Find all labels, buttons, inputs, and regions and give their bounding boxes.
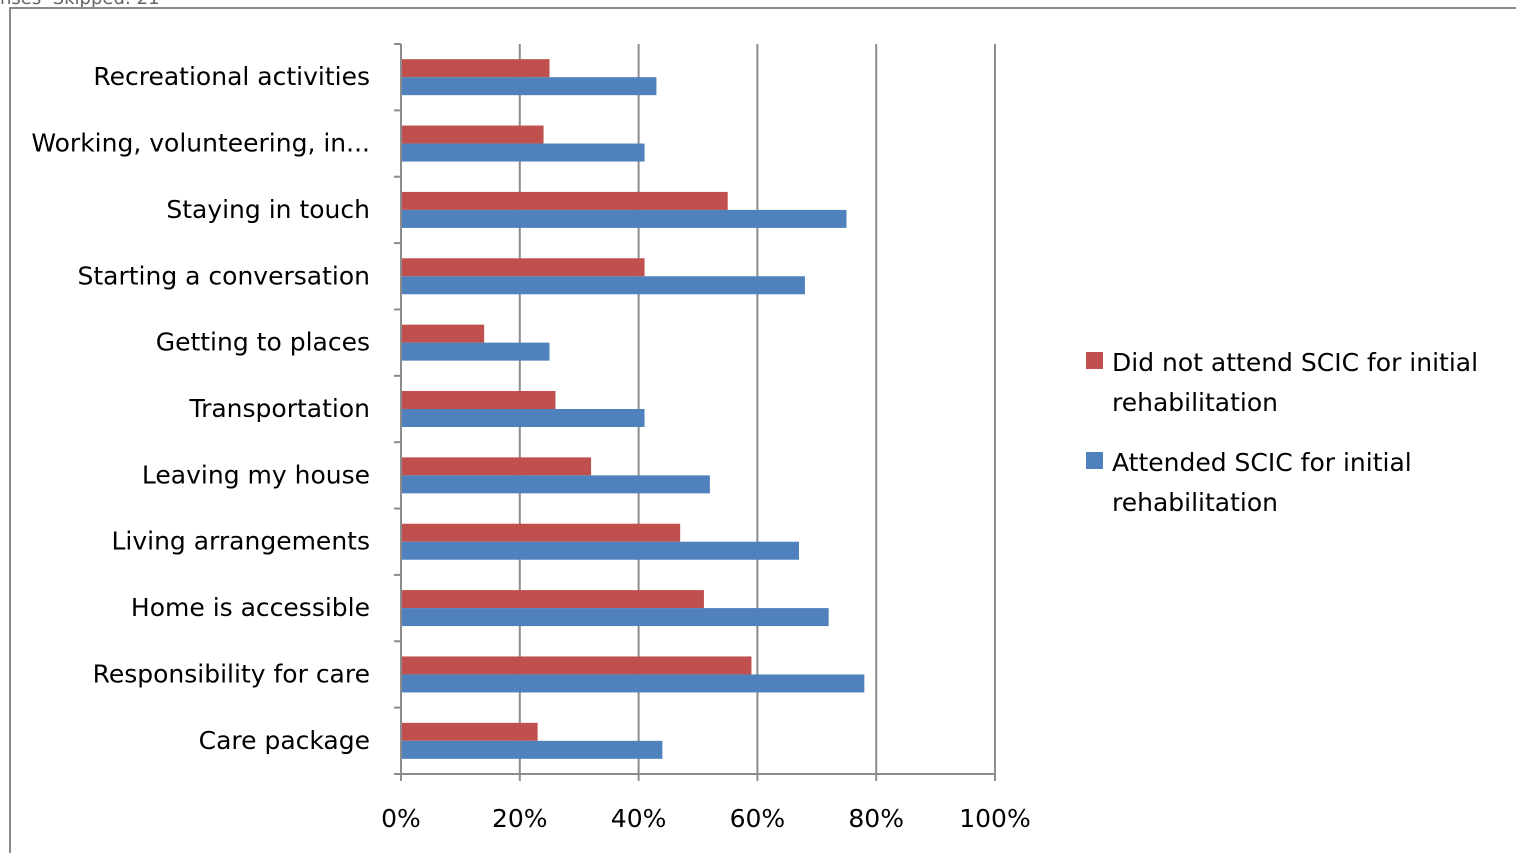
category-label: Care package [199,726,370,755]
bar-did-not-attend [401,59,550,78]
category-label: Leaving my house [142,460,370,489]
legend-swatch-did-not-attend [1086,352,1103,369]
category-label: Transportation [188,394,370,423]
x-tick-label: 0% [381,804,421,833]
category-label: Home is accessible [131,593,370,622]
bar-attended [401,77,657,96]
bar-attended [401,475,710,494]
bar-did-not-attend [401,258,645,277]
legend-swatch-attended [1086,452,1103,469]
bar-attended [401,740,663,759]
category-label: Living arrangements [111,527,370,556]
bar-did-not-attend [401,125,544,144]
bar-did-not-attend [401,391,556,409]
x-tick-label: 20% [492,804,548,833]
legend-label: Attended SCIC for initial [1112,448,1412,477]
bar-attended [401,342,550,361]
bar-attended [401,143,645,162]
legend-label: rehabilitation [1112,488,1278,517]
legend-label: Did not attend SCIC for initial [1112,348,1478,377]
bar-did-not-attend [401,324,485,343]
bar-attended [401,541,799,560]
bar-attended [401,409,645,427]
x-tick-label: 60% [730,804,786,833]
bar-did-not-attend [401,191,728,210]
bar-did-not-attend [401,457,592,476]
category-label: Working, volunteering, in... [31,129,370,158]
category-label: Getting to places [156,328,370,357]
bar-attended [401,608,829,627]
x-tick-label: 100% [959,804,1030,833]
bar-did-not-attend [401,656,752,675]
legend-label: rehabilitation [1112,388,1278,417]
bar-attended [401,276,805,295]
category-label: Responsibility for care [93,659,370,688]
bar-attended [401,209,847,228]
chart-frame [9,7,1516,853]
category-label: Starting a conversation [77,261,370,290]
x-tick-label: 80% [848,804,904,833]
bar-did-not-attend [401,523,681,542]
category-label: Staying in touch [166,195,370,224]
bar-did-not-attend [401,590,704,609]
bar-did-not-attend [401,722,538,741]
skipped-note: nses Skipped: 21 [0,0,160,9]
bar-attended [401,674,865,693]
category-label: Recreational activities [93,62,370,91]
x-tick-label: 40% [611,804,667,833]
